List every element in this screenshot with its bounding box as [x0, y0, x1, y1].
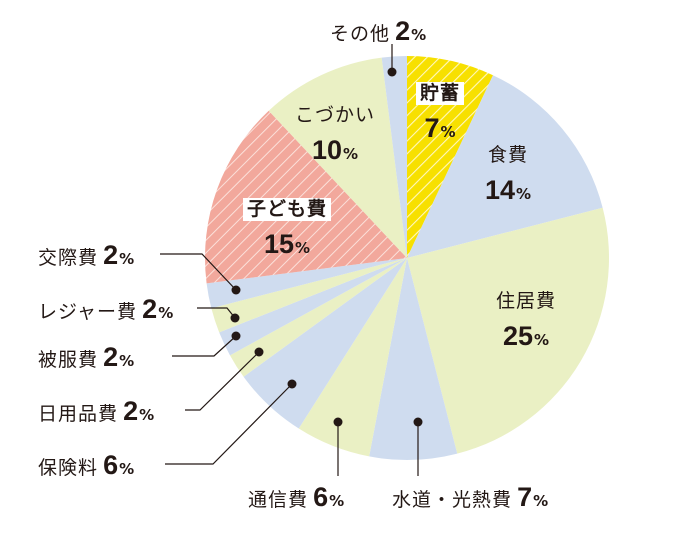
pie-slices — [205, 56, 609, 460]
pie-slice — [268, 57, 407, 258]
label-social: 交際費 2% — [38, 240, 135, 270]
pie-slice — [407, 75, 603, 258]
pie-slice — [205, 110, 407, 284]
label-housing: 住居費 25% — [495, 290, 556, 351]
pie-slice — [229, 258, 407, 377]
label-daily-goods: 日用品費 2% — [38, 396, 155, 426]
label-other: その他 2% — [330, 16, 427, 46]
pie-slice — [407, 207, 609, 454]
label-insurance: 保険料 6% — [38, 450, 135, 480]
dot-leisure — [230, 313, 240, 323]
pie-slice — [298, 258, 407, 457]
pie-slice — [243, 258, 407, 429]
label-leisure: レジャー費 2% — [38, 294, 174, 324]
leader-daily — [185, 351, 260, 411]
pie-slice — [211, 258, 407, 333]
pie-slice — [407, 56, 494, 258]
leader-clothing — [172, 335, 237, 357]
label-clothing: 被服費 2% — [38, 342, 135, 372]
label-communication: 通信費 6% — [248, 482, 345, 512]
pie-slice — [369, 258, 458, 460]
label-utilities: 水道・光熱費 7% — [392, 482, 549, 512]
dot-daily — [254, 347, 264, 357]
dot-social — [231, 285, 241, 295]
pie-slice — [381, 56, 407, 258]
leader-lines — [160, 44, 419, 476]
leader-dots — [230, 67, 423, 427]
leader-insurance — [165, 383, 293, 465]
label-food: 食費 14% — [484, 144, 532, 205]
dot-other — [387, 67, 397, 77]
label-savings: 貯蓄 7% — [410, 82, 470, 142]
leader-social — [160, 253, 237, 291]
dot-clothing — [231, 331, 241, 341]
dot-insurance — [287, 379, 297, 389]
label-children: 子ども費 15% — [232, 198, 342, 258]
pie-slice — [219, 258, 407, 356]
dot-utilities — [413, 417, 423, 427]
dot-communication — [333, 417, 343, 427]
label-allowance: こづかい 10% — [294, 104, 375, 165]
pie-slice — [206, 258, 407, 309]
